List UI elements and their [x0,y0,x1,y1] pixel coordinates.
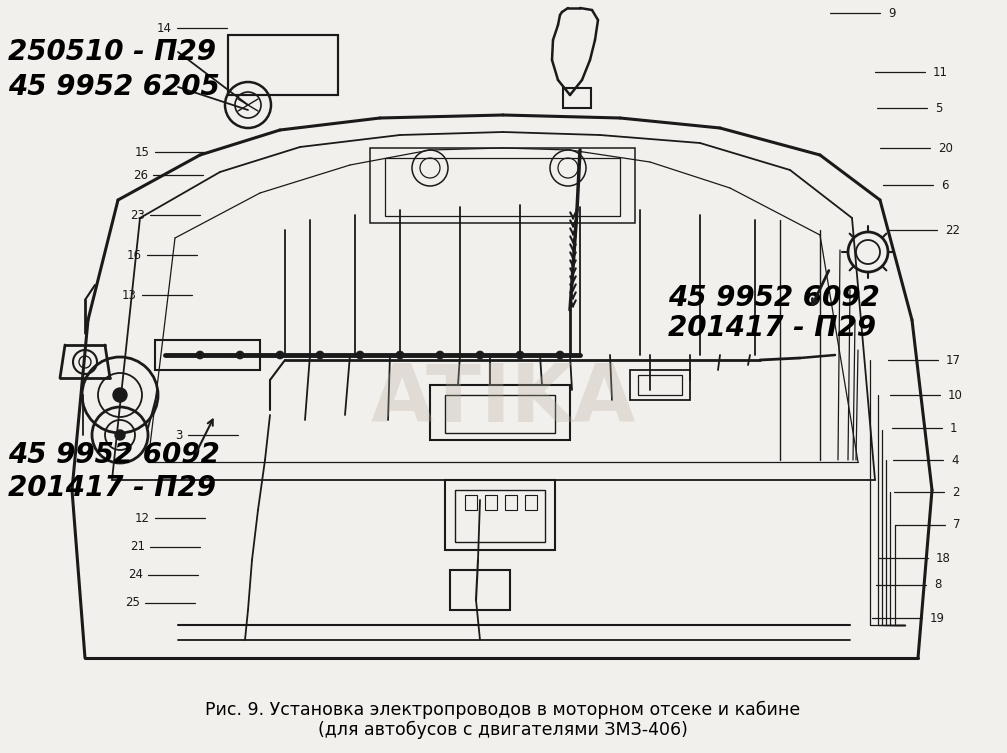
Text: 1: 1 [950,422,958,434]
Text: 17: 17 [946,353,961,367]
Text: 25: 25 [125,596,140,609]
Text: 22: 22 [945,224,960,236]
Bar [228,35,338,95]
Bar [450,570,510,610]
Circle shape [196,351,204,359]
Bar [445,395,555,433]
Circle shape [516,351,524,359]
Bar [485,495,497,510]
Text: 3: 3 [175,428,183,441]
Circle shape [436,351,444,359]
Text: 45 9952 6092: 45 9952 6092 [668,284,880,312]
Bar [630,370,690,400]
Bar [430,385,570,440]
Bar [385,158,620,216]
Bar [155,340,260,370]
Text: 18: 18 [936,551,951,565]
Text: 24: 24 [128,569,143,581]
Circle shape [115,430,125,440]
Circle shape [356,351,364,359]
Text: 11: 11 [933,66,948,78]
Bar [525,495,537,510]
Text: 14: 14 [157,22,172,35]
Text: (для автобусов с двигателями ЗМЗ-406): (для автобусов с двигателями ЗМЗ-406) [318,721,688,739]
Text: Рис. 9. Установка электропроводов в моторном отсеке и кабине: Рис. 9. Установка электропроводов в мото… [205,701,801,719]
Circle shape [276,351,284,359]
Text: 201417 - П29: 201417 - П29 [8,474,215,502]
Text: 8: 8 [934,578,942,592]
Circle shape [396,351,404,359]
Text: 45 9952 6205: 45 9952 6205 [8,73,220,101]
Text: 20: 20 [938,142,953,154]
Text: 7: 7 [953,519,961,532]
Text: 10: 10 [948,389,963,401]
Text: 13: 13 [122,288,137,301]
Bar [370,148,635,223]
Text: 26: 26 [133,169,148,181]
Text: 6: 6 [941,178,949,191]
Text: 5: 5 [936,102,943,114]
Text: 16: 16 [127,248,142,261]
Circle shape [556,351,564,359]
Bar [563,88,591,108]
Text: 4: 4 [951,453,959,467]
Text: 2: 2 [952,486,960,498]
Text: 45 9952 6092: 45 9952 6092 [8,441,220,469]
Text: 15: 15 [135,145,150,158]
Bar [455,490,545,542]
Text: 9: 9 [888,7,895,20]
Text: 23: 23 [130,209,145,221]
Circle shape [476,351,484,359]
Circle shape [113,388,127,402]
Circle shape [316,351,324,359]
Bar [505,495,517,510]
Circle shape [236,351,244,359]
Text: 12: 12 [135,511,150,525]
Bar [465,495,477,510]
Text: 201417 - П29: 201417 - П29 [668,314,876,342]
Bar [638,375,682,395]
Text: 250510 - П29: 250510 - П29 [8,38,215,66]
Text: ATIKA: ATIKA [371,361,635,439]
Text: 21: 21 [130,541,145,553]
Bar [445,480,555,550]
Text: 19: 19 [930,611,945,624]
